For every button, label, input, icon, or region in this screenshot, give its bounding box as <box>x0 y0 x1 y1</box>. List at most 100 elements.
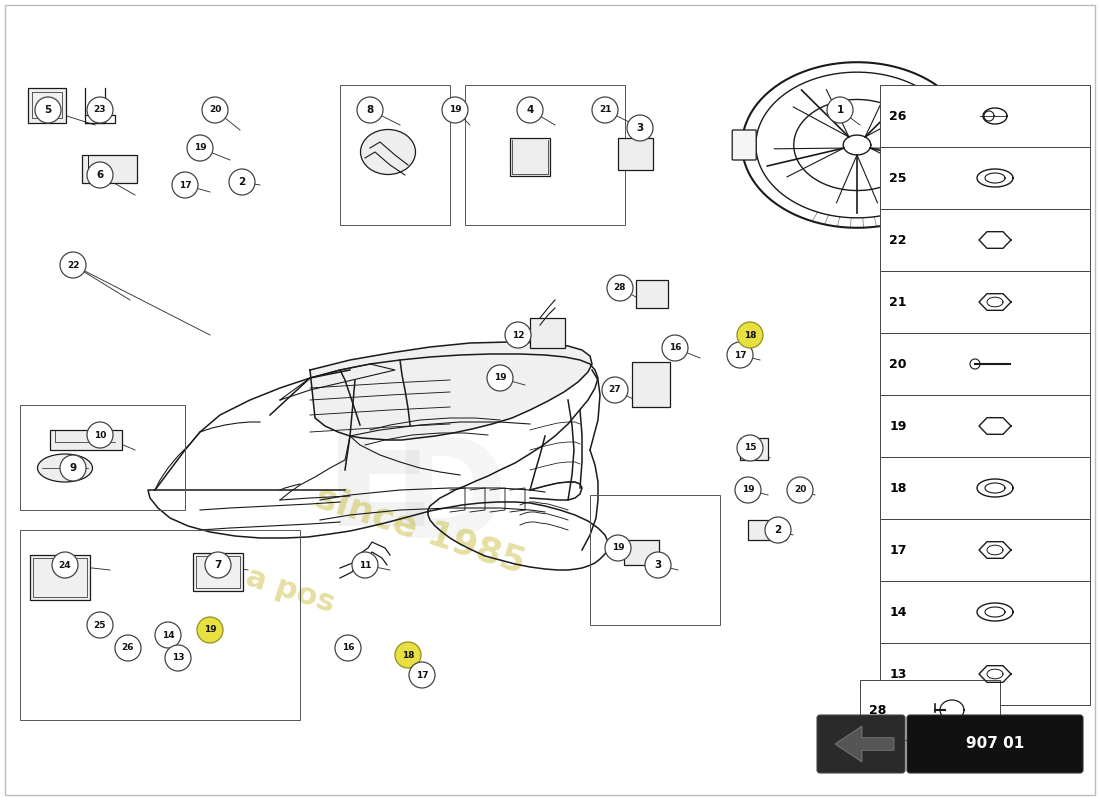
Text: 18: 18 <box>889 482 906 494</box>
Circle shape <box>202 97 228 123</box>
Text: 16: 16 <box>669 343 681 353</box>
Text: 17: 17 <box>734 350 746 359</box>
Bar <box>33 558 87 597</box>
Text: 10: 10 <box>94 430 107 439</box>
Text: 13: 13 <box>172 654 185 662</box>
Circle shape <box>645 552 671 578</box>
Circle shape <box>395 642 421 668</box>
Text: 23: 23 <box>94 106 107 114</box>
Bar <box>618 138 653 170</box>
Bar <box>20 530 300 720</box>
Circle shape <box>827 97 853 123</box>
Bar <box>880 271 1090 333</box>
Text: 16: 16 <box>342 643 354 653</box>
Text: 2: 2 <box>774 525 782 535</box>
Ellipse shape <box>37 454 92 482</box>
Bar <box>632 362 670 407</box>
Bar <box>20 405 185 510</box>
Bar <box>50 430 122 450</box>
Text: a pos: a pos <box>242 562 338 618</box>
Text: 22: 22 <box>889 234 906 246</box>
Text: 18: 18 <box>402 650 415 659</box>
Text: 26: 26 <box>122 643 134 653</box>
Bar <box>880 209 1090 271</box>
Bar <box>510 138 550 176</box>
Text: 18: 18 <box>744 330 757 339</box>
Polygon shape <box>310 342 592 440</box>
Circle shape <box>197 617 223 643</box>
Text: 9: 9 <box>69 463 77 473</box>
Bar <box>340 85 450 225</box>
Bar <box>530 318 565 348</box>
Bar <box>880 457 1090 519</box>
Circle shape <box>358 97 383 123</box>
Bar <box>860 680 1000 740</box>
Circle shape <box>605 535 631 561</box>
Text: 907 01: 907 01 <box>966 737 1024 751</box>
Circle shape <box>602 377 628 403</box>
Circle shape <box>409 662 434 688</box>
Bar <box>636 280 668 308</box>
Text: 28: 28 <box>869 703 887 717</box>
Bar <box>196 556 240 588</box>
Circle shape <box>87 97 113 123</box>
Text: 22: 22 <box>67 261 79 270</box>
FancyBboxPatch shape <box>908 715 1084 773</box>
Circle shape <box>229 169 255 195</box>
Bar <box>880 643 1090 705</box>
Circle shape <box>205 552 231 578</box>
Text: 2: 2 <box>239 177 245 187</box>
Text: 3: 3 <box>654 560 661 570</box>
Circle shape <box>727 342 754 368</box>
Circle shape <box>352 552 378 578</box>
Text: 19: 19 <box>494 374 506 382</box>
Circle shape <box>735 477 761 503</box>
Text: 19: 19 <box>612 543 625 553</box>
Text: 20: 20 <box>889 358 906 370</box>
Bar <box>192 553 243 591</box>
Text: 20: 20 <box>209 106 221 114</box>
Circle shape <box>187 135 213 161</box>
Text: 19: 19 <box>741 486 755 494</box>
Text: 6: 6 <box>97 170 103 180</box>
Circle shape <box>607 275 632 301</box>
Circle shape <box>87 162 113 188</box>
Text: 8: 8 <box>366 105 374 115</box>
Circle shape <box>737 435 763 461</box>
Text: 26: 26 <box>889 110 906 122</box>
Text: 27: 27 <box>608 386 622 394</box>
Bar <box>465 85 625 225</box>
Circle shape <box>592 97 618 123</box>
Circle shape <box>35 97 60 123</box>
Circle shape <box>60 455 86 481</box>
Bar <box>880 519 1090 581</box>
Bar <box>82 155 138 183</box>
FancyBboxPatch shape <box>817 715 905 773</box>
Circle shape <box>517 97 543 123</box>
Circle shape <box>60 252 86 278</box>
Text: 14: 14 <box>162 630 174 639</box>
Text: 19: 19 <box>194 143 207 153</box>
Circle shape <box>442 97 468 123</box>
Text: 24: 24 <box>58 561 72 570</box>
Circle shape <box>662 335 688 361</box>
Circle shape <box>155 622 182 648</box>
Circle shape <box>487 365 513 391</box>
Bar <box>30 555 90 600</box>
Text: 25: 25 <box>94 621 107 630</box>
Text: 15: 15 <box>744 443 757 453</box>
Text: 3: 3 <box>637 123 644 133</box>
Text: 4: 4 <box>526 105 534 115</box>
Text: 25: 25 <box>889 171 906 185</box>
Text: 17: 17 <box>178 181 191 190</box>
Text: 19: 19 <box>449 106 461 114</box>
Bar <box>32 92 62 118</box>
Text: 13: 13 <box>889 667 906 681</box>
Text: 28: 28 <box>614 283 626 293</box>
Ellipse shape <box>361 130 416 174</box>
Text: 12: 12 <box>512 330 525 339</box>
Circle shape <box>116 635 141 661</box>
Text: E: E <box>323 398 437 562</box>
FancyBboxPatch shape <box>733 130 756 160</box>
Circle shape <box>52 552 78 578</box>
